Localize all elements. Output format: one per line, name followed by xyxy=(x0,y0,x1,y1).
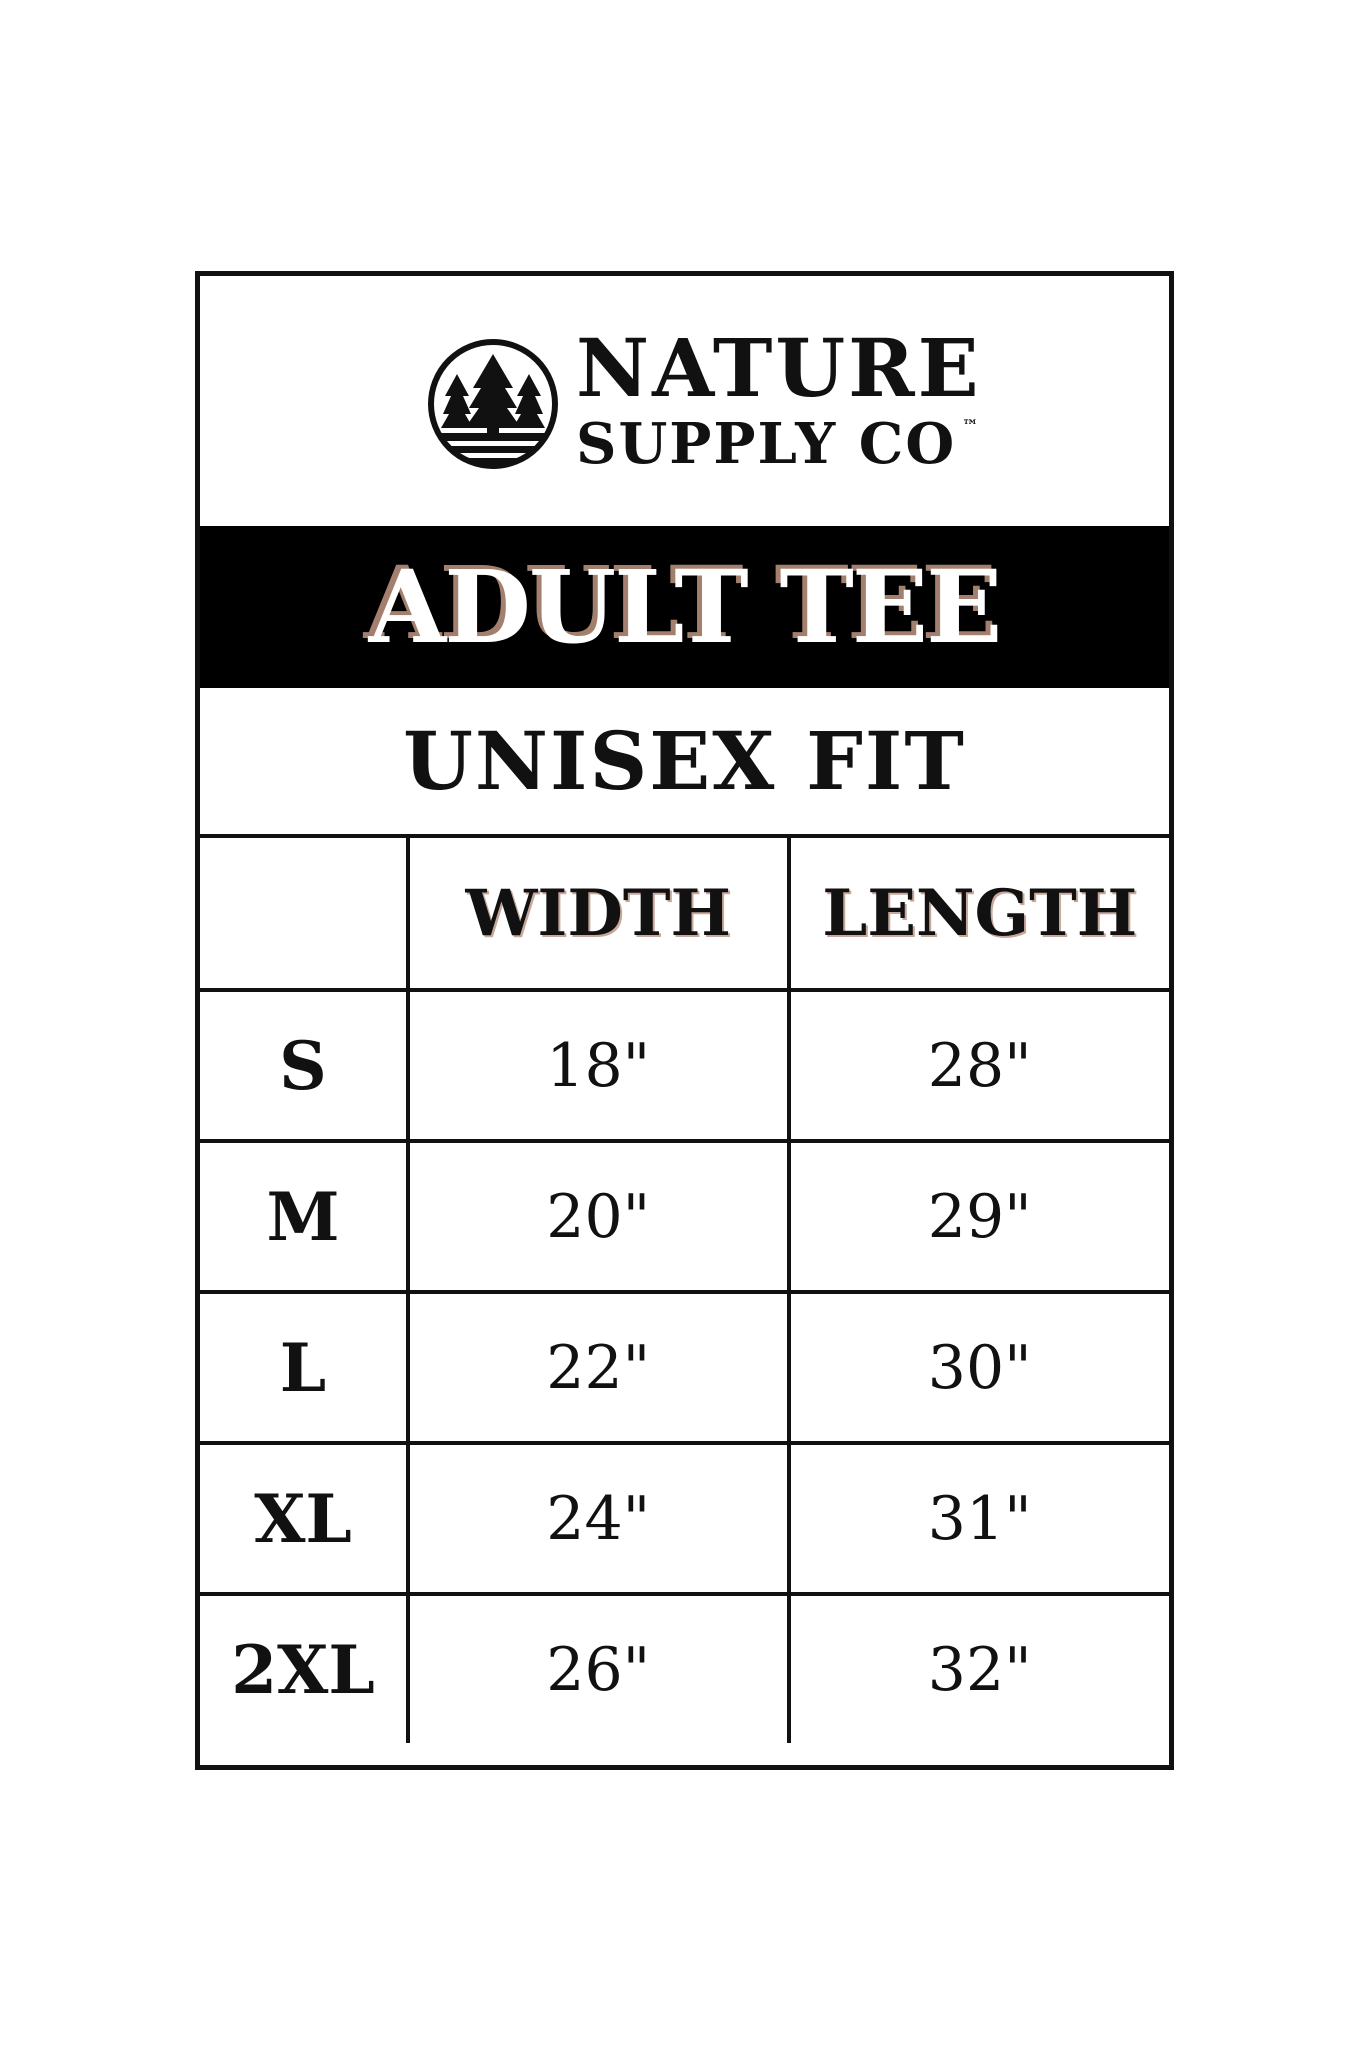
header-size xyxy=(200,838,410,992)
table-row: XL 24" 31" xyxy=(200,1441,1169,1596)
brand-name-text: SUPPLY CO xyxy=(576,411,957,477)
length-cell: 31" xyxy=(786,1441,1169,1596)
table-row: S 18" 28" xyxy=(200,988,1169,1143)
table-header-row: WIDTH LENGTH xyxy=(200,838,1169,992)
page-title: ADULT TEE xyxy=(368,548,1003,666)
size-table: WIDTH LENGTH S 18" 28" M 20" 29" L 22" 3… xyxy=(200,838,1169,1743)
trademark: ™ xyxy=(962,416,981,435)
size-chart: NATURE SUPPLY CO ™ ADULT TEE UNISEX FIT W… xyxy=(195,271,1174,1770)
size-cell: 2XL xyxy=(200,1592,410,1743)
length-cell: 30" xyxy=(786,1290,1169,1445)
table-row: M 20" 29" xyxy=(200,1139,1169,1294)
width-cell: 20" xyxy=(406,1139,791,1294)
width-cell: 22" xyxy=(406,1290,791,1445)
length-cell: 29" xyxy=(786,1139,1169,1294)
brand-name-line2: SUPPLY CO ™ xyxy=(576,416,980,472)
size-cell: M xyxy=(200,1139,410,1294)
table-row: 2XL 26" 32" xyxy=(200,1592,1169,1743)
brand-name-line1: NATURE xyxy=(576,321,982,415)
size-cell: L xyxy=(200,1290,410,1445)
width-cell: 18" xyxy=(406,988,791,1143)
width-cell: 26" xyxy=(406,1592,791,1743)
brand-logo: NATURE SUPPLY CO ™ xyxy=(200,276,1169,526)
header-length: LENGTH xyxy=(786,838,1169,992)
pine-trees-logo-icon xyxy=(428,339,558,469)
subtitle: UNISEX FIT xyxy=(200,688,1169,838)
table-row: L 22" 30" xyxy=(200,1290,1169,1445)
length-cell: 32" xyxy=(786,1592,1169,1743)
header-width: WIDTH xyxy=(406,838,791,992)
length-cell: 28" xyxy=(786,988,1169,1143)
width-cell: 24" xyxy=(406,1441,791,1596)
size-cell: XL xyxy=(200,1441,410,1596)
size-cell: S xyxy=(200,988,410,1143)
title-band: ADULT TEE xyxy=(200,526,1169,688)
